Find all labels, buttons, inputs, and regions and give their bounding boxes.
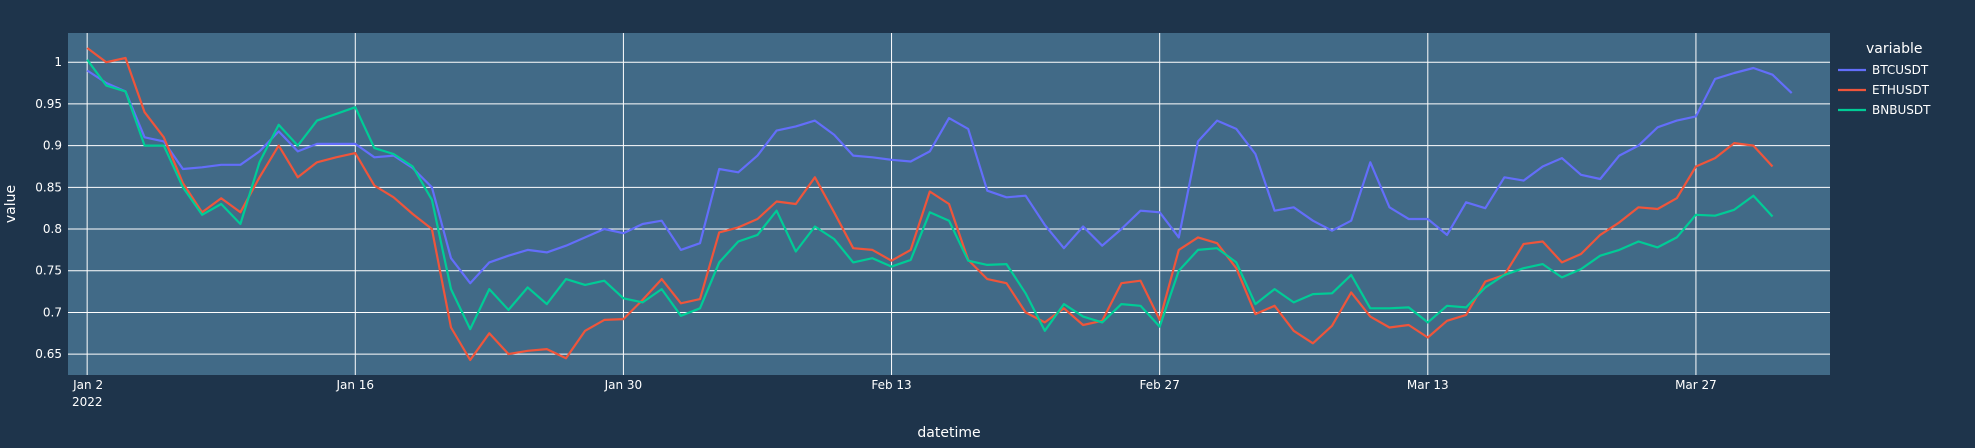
y-tick-label: 0.65 bbox=[35, 347, 62, 361]
legend-item-ethusdt[interactable]: ETHUSDT bbox=[1838, 83, 1930, 97]
x-axis-year-label: 2022 bbox=[72, 395, 103, 409]
y-tick-label: 0.7 bbox=[43, 305, 62, 319]
legend-item-bnbusdt[interactable]: BNBUSDT bbox=[1838, 103, 1931, 117]
x-tick-label: Jan 30 bbox=[604, 378, 643, 392]
legend-label: BTCUSDT bbox=[1872, 63, 1929, 77]
x-tick-label: Feb 13 bbox=[871, 378, 911, 392]
legend-label: ETHUSDT bbox=[1872, 83, 1930, 97]
y-tick-label: 0.9 bbox=[43, 139, 62, 153]
series-line-bnbusdt bbox=[86, 59, 1774, 332]
x-axis-title: datetime bbox=[917, 425, 980, 441]
x-tick-label: Feb 27 bbox=[1140, 378, 1180, 392]
y-tick-label: 0.75 bbox=[35, 264, 62, 278]
y-axis-tick-labels: 0.65 0.7 0.75 0.8 0.85 0.9 0.95 1 bbox=[35, 55, 62, 361]
x-tick-label: Mar 27 bbox=[1675, 378, 1717, 392]
legend-items: BTCUSDT ETHUSDT BNBUSDT bbox=[1838, 63, 1931, 117]
legend-title: variable bbox=[1866, 41, 1922, 57]
legend-label: BNBUSDT bbox=[1872, 103, 1931, 117]
x-tick-label: Jan 2 bbox=[72, 378, 103, 392]
legend-item-btcusdt[interactable]: BTCUSDT bbox=[1838, 63, 1929, 77]
y-tick-label: 0.95 bbox=[35, 97, 62, 111]
x-tick-label: Jan 16 bbox=[335, 378, 374, 392]
y-tick-label: 0.85 bbox=[35, 180, 62, 194]
series-line-ethusdt bbox=[86, 47, 1774, 362]
y-tick-label: 0.8 bbox=[43, 222, 62, 236]
y-tick-label: 1 bbox=[54, 55, 62, 69]
x-tick-label: Mar 13 bbox=[1407, 378, 1449, 392]
legend: variable BTCUSDT ETHUSDT BNBUSDT bbox=[1838, 41, 1931, 117]
series-line-btcusdt bbox=[86, 66, 1793, 285]
y-axis-title: value bbox=[3, 185, 19, 223]
y-gridlines bbox=[68, 61, 1830, 355]
series-lines bbox=[86, 47, 1793, 362]
x-axis-tick-labels: Jan 2 Jan 16 Jan 30 Feb 13 Feb 27 Mar 13 Mar 2… bbox=[72, 378, 1717, 392]
